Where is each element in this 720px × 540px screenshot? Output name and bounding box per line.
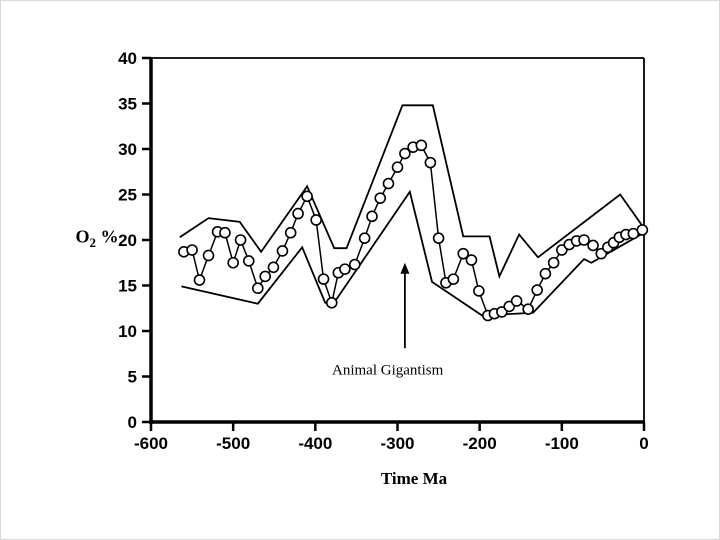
data-point-marker <box>292 207 304 220</box>
x-axis-tick-label: 0 <box>639 434 648 453</box>
data-point-marker <box>284 226 297 239</box>
data-point-marker <box>473 285 485 297</box>
data-point-marker <box>587 239 599 252</box>
data-point-marker <box>399 147 411 160</box>
y-axis-tick-label: 25 <box>118 186 137 205</box>
data-point-marker <box>301 190 313 203</box>
data-point-marker <box>358 232 371 244</box>
x-axis-tick-label: -500 <box>216 434 250 453</box>
y-axis-tick-label: 20 <box>118 231 137 250</box>
y-axis-tick-label: 15 <box>118 277 137 296</box>
data-point-marker <box>252 282 264 295</box>
data-point-marker <box>465 254 478 266</box>
x-axis-tick-label: -300 <box>380 434 414 453</box>
x-axis-title: Time Ma <box>380 469 448 488</box>
lower-bound-line <box>181 189 645 317</box>
data-point-marker <box>267 261 280 274</box>
data-point-marker <box>310 214 322 226</box>
data-point-marker <box>578 234 590 246</box>
data-point-marker <box>415 139 428 152</box>
upper-bound-line <box>179 104 645 280</box>
data-point-marker <box>539 267 552 280</box>
data-point-marker <box>447 273 460 285</box>
data-point-marker <box>547 256 560 269</box>
y-axis-tick-label: 10 <box>118 322 137 341</box>
x-axis-tick-label: -400 <box>298 434 332 453</box>
data-point-marker <box>391 161 404 173</box>
annotation-label: Animal Gigantism <box>332 362 444 379</box>
data-point-marker <box>348 258 361 271</box>
x-axis-tick-label: -100 <box>545 434 579 453</box>
y-axis-tick-label: 35 <box>118 95 137 114</box>
data-point-marker <box>242 255 255 267</box>
annotation-arrow-head <box>400 262 410 274</box>
data-point-marker <box>202 249 215 262</box>
data-point-marker <box>219 226 231 239</box>
data-point-marker <box>259 270 272 283</box>
x-axis-tick-label: -200 <box>463 434 497 453</box>
y-axis-title: O2 % <box>75 226 119 251</box>
data-point-marker <box>193 274 206 286</box>
y-axis-title-suffix: % <box>96 226 119 247</box>
y-axis-title-subscript: 2 <box>89 235 97 251</box>
y-axis-title-main: O <box>75 226 90 247</box>
data-point-marker <box>325 296 338 309</box>
x-axis-tick-label: -600 <box>134 434 168 453</box>
y-axis-tick-label: 0 <box>128 413 137 432</box>
data-point-marker <box>339 263 351 275</box>
data-point-marker <box>317 273 330 285</box>
data-point-marker <box>432 232 445 244</box>
data-point-marker <box>457 247 470 260</box>
y-axis-tick-label: 40 <box>118 49 137 68</box>
data-point-marker <box>424 156 437 169</box>
data-point-marker <box>522 303 534 315</box>
data-point-marker <box>234 234 247 246</box>
data-point-marker <box>366 210 378 223</box>
y-axis-tick-label: 5 <box>128 368 137 387</box>
data-point-marker <box>382 177 395 190</box>
data-point-marker <box>276 245 289 257</box>
y-axis-tick-label: 30 <box>118 140 137 159</box>
data-point-marker <box>227 256 239 269</box>
data-point-marker <box>186 244 198 256</box>
data-point-marker <box>531 284 543 296</box>
data-point-marker <box>636 224 649 236</box>
data-point-marker <box>510 295 523 307</box>
data-point-marker <box>374 192 387 204</box>
